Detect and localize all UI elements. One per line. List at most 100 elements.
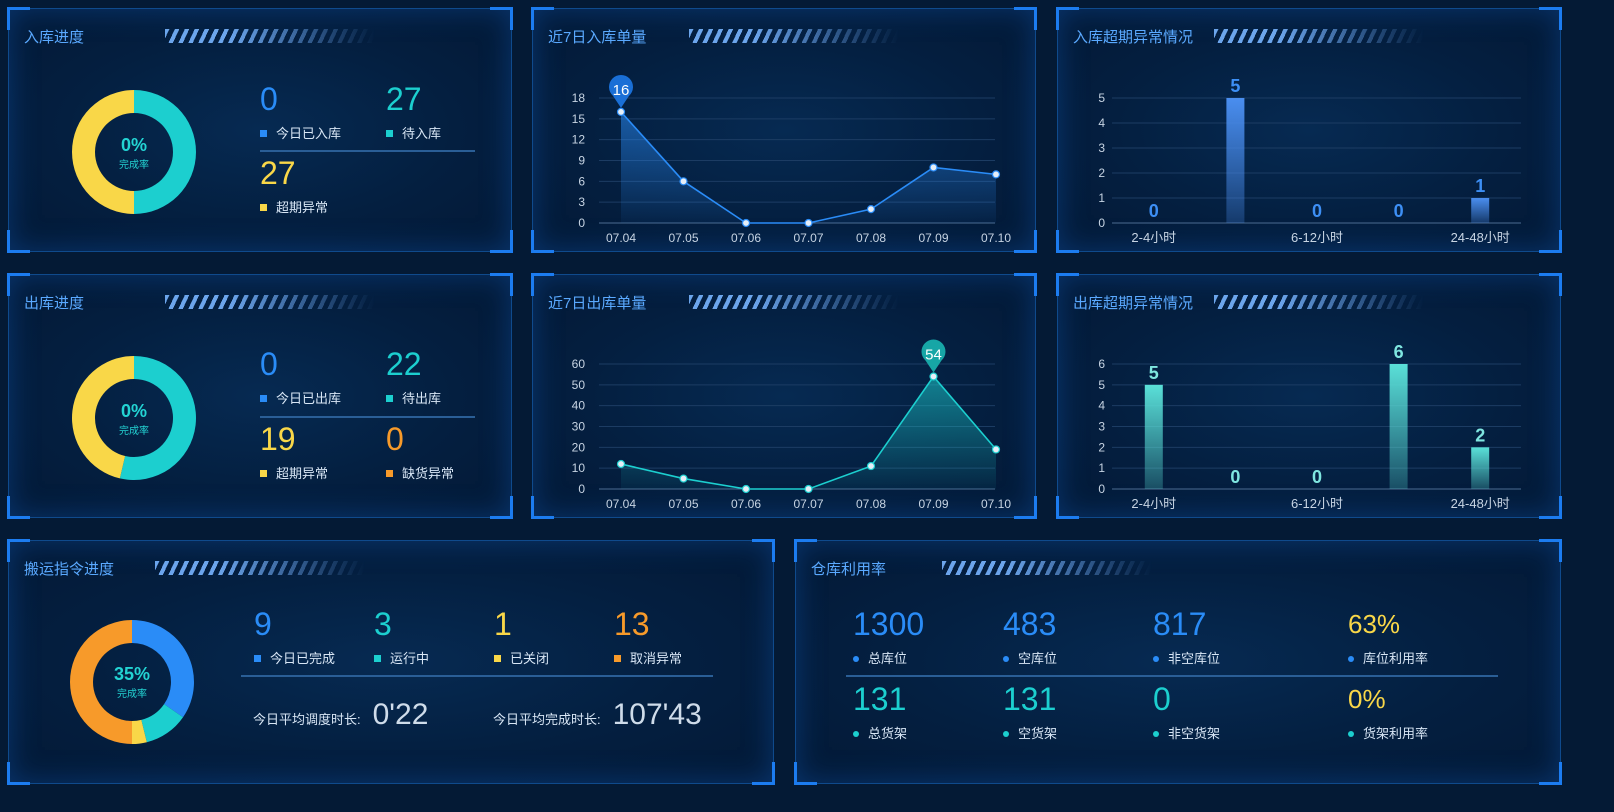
corner-decoration — [794, 762, 817, 785]
series-area — [621, 111, 996, 223]
inbound-7day-chart: 0 3 6 9 12 15 18 07.04 07.05 07.06 07.07 07.08 07.09… — [572, 74, 1011, 245]
legend-square-icon — [614, 655, 621, 663]
bar-value-label: 5 — [1149, 363, 1159, 383]
avg-dispatch-time: 今日平均调度时长: 0'22 — [253, 698, 428, 732]
panel-title: 搬运指令进度 — [24, 561, 115, 578]
stat-overdue-inbound: 27 超期异常 — [260, 155, 328, 216]
y-tick-label: 0 — [578, 482, 585, 496]
bar-value-label: 2 — [1475, 425, 1485, 445]
x-tick-label: 07.06 — [731, 231, 761, 245]
stat-overdue-outbound: 19 超期异常 — [260, 421, 328, 482]
y-tick-label: 1 — [1098, 461, 1105, 475]
corner-decoration — [531, 273, 554, 296]
donut-percent: 35% — [113, 664, 151, 684]
stat-label-row: 今日已出库 — [260, 388, 341, 407]
x-tick-label: 07.06 — [731, 497, 761, 511]
stat-label-row: 空货架 — [1003, 723, 1057, 742]
outbound-progress-panel: 出库进度 0% 完成率 0 今日已出库 22 待出库 19 超期异常 0 缺货异… — [7, 273, 513, 519]
divider — [846, 675, 1498, 677]
bar-value-label: 0 — [1149, 201, 1159, 221]
title-stripes-decoration — [689, 295, 899, 309]
stat-total-racks: 131 总货架 — [853, 681, 907, 742]
stat-label: 运行中 — [390, 651, 430, 666]
stat-label: 总货架 — [868, 726, 908, 741]
stat-label-row: 非空库位 — [1153, 648, 1220, 667]
x-tick-label: 2-4小时 — [1131, 496, 1176, 511]
y-tick-label: 6 — [1098, 357, 1105, 371]
title-stripes-decoration — [942, 561, 1152, 575]
legend-square-icon — [386, 470, 393, 478]
legend-square-icon — [260, 395, 267, 403]
y-tick-label: 40 — [572, 399, 586, 413]
stat-value: 9 — [254, 606, 272, 642]
stat-completed: 9 今日已完成 — [254, 606, 335, 667]
stat-value: 3 — [374, 606, 392, 642]
x-tick-label: 07.08 — [856, 231, 886, 245]
stat-pending-outbound: 22 待出库 — [386, 346, 441, 407]
legend-dot-icon — [1348, 655, 1354, 662]
stat-shortage-outbound: 0 缺货异常 — [386, 421, 454, 482]
data-point — [991, 170, 1001, 179]
y-tick-label: 5 — [1098, 378, 1105, 392]
x-tick-label: 07.10 — [981, 497, 1011, 511]
y-tick-label: 20 — [572, 440, 586, 454]
donut-chart — [70, 620, 194, 744]
corner-decoration — [531, 496, 554, 519]
inbound-progress-panel: 入库进度 0% 完成率 0 今日已入库 27 待入库 27 超期异常 — [7, 7, 513, 253]
stat-label: 超期异常 — [276, 200, 329, 215]
series-area — [621, 376, 996, 489]
data-point — [866, 205, 876, 214]
donut-percent: 0% — [120, 135, 147, 155]
stat-running: 3 运行中 — [374, 606, 429, 667]
max-pin-marker — [921, 339, 946, 373]
title-stripes-decoration — [165, 29, 375, 43]
y-tick-label: 3 — [1098, 141, 1105, 155]
y-tick-label: 2 — [1098, 166, 1105, 180]
stat-value: 1300 — [853, 606, 925, 642]
x-tick-label: 07.10 — [981, 231, 1011, 245]
stat-value: 0% — [1348, 684, 1386, 714]
y-tick-label: 12 — [572, 133, 586, 147]
y-tick-label: 5 — [1098, 91, 1105, 105]
y-tick-label: 30 — [572, 420, 586, 434]
corner-decoration — [1014, 7, 1037, 30]
inbound-overdue-chart: 0 1 2 3 4 5 2-4小时 6-12小时 24-48小时 0 5 0 0 1 — [1098, 76, 1521, 245]
stat-label-row: 总库位 — [853, 648, 924, 667]
avg-complete-label: 今日平均完成时长: — [493, 712, 601, 727]
corner-decoration — [7, 230, 30, 253]
stat-value: 1 — [494, 606, 512, 642]
y-tick-label: 9 — [578, 154, 585, 168]
panel-title: 入库超期异常情况 — [1073, 29, 1194, 46]
stat-label-row: 今日已入库 — [260, 123, 341, 142]
corner-decoration — [490, 7, 513, 30]
panel-title: 出库超期异常情况 — [1073, 295, 1194, 312]
bar — [1226, 98, 1245, 223]
corner-decoration — [1539, 539, 1562, 562]
legend-square-icon — [386, 395, 393, 403]
bar-value-label: 6 — [1394, 342, 1404, 362]
title-stripes-decoration — [1214, 295, 1424, 309]
donut-slice — [132, 719, 147, 744]
title-stripes-decoration — [1214, 29, 1424, 43]
corner-decoration — [1539, 762, 1562, 785]
y-tick-label: 4 — [1098, 116, 1105, 130]
stat-label-row: 超期异常 — [260, 463, 328, 482]
stat-label-row: 已关闭 — [494, 648, 549, 667]
corner-decoration — [752, 762, 775, 785]
max-value-label: 54 — [925, 347, 942, 364]
stat-value: 19 — [260, 421, 296, 457]
x-tick-label: 6-12小时 — [1291, 230, 1343, 245]
stat-value: 13 — [614, 606, 650, 642]
max-value-label: 16 — [613, 82, 630, 99]
y-tick-label: 2 — [1098, 440, 1105, 454]
stat-empty-racks: 131 空货架 — [1003, 681, 1057, 742]
outbound-overdue-chart: 0 1 2 3 4 5 6 2-4小时 6-12小时 24-48小时 5 0 0 6 2 — [1098, 342, 1521, 511]
corner-decoration — [1056, 230, 1079, 253]
panel-title: 近7日入库单量 — [548, 29, 647, 46]
corner-decoration — [1014, 230, 1037, 253]
panel-title: 出库进度 — [24, 295, 85, 312]
x-tick-label: 24-48小时 — [1451, 496, 1510, 511]
stat-label: 待入库 — [402, 126, 442, 141]
stat-value: 63% — [1348, 609, 1401, 639]
stat-label-row: 待入库 — [386, 123, 441, 142]
